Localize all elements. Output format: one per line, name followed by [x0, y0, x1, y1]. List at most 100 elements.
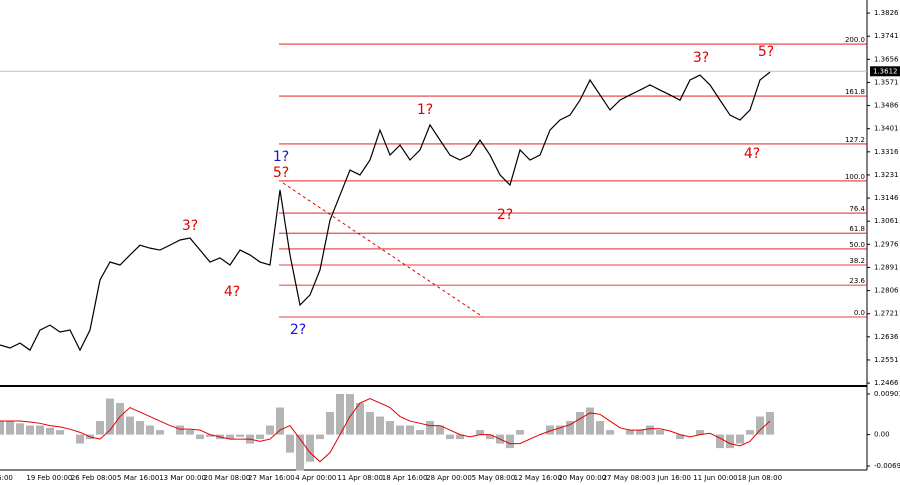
y-tick-label: 1.3146 — [874, 194, 899, 202]
histogram-bar — [316, 434, 324, 440]
x-tick-label: 4 Apr 00:00 — [295, 474, 336, 482]
y-tick-label: 1.2891 — [874, 263, 899, 271]
histogram-bar — [426, 421, 434, 435]
histogram-bar — [456, 434, 464, 440]
histogram-bar — [566, 421, 574, 435]
histogram-bar — [446, 434, 454, 440]
x-tick-label: 20 Mar 08:00 — [204, 474, 251, 482]
histogram-bar — [626, 430, 634, 435]
y-tick-label: 1.2551 — [874, 356, 899, 364]
histogram-bar — [396, 425, 404, 435]
histogram-bar — [766, 412, 774, 435]
histogram-bar — [326, 412, 334, 435]
histogram-bar — [646, 425, 654, 435]
y-tick-label: 1.3486 — [874, 102, 899, 110]
histogram-bar — [506, 434, 514, 449]
histogram-bar — [376, 416, 384, 435]
fib-label: 23.6 — [849, 277, 865, 285]
wave-label: 1? — [417, 102, 433, 118]
fib-label: 161.8 — [845, 88, 865, 96]
trend-line — [282, 182, 484, 318]
histogram-bar — [256, 434, 264, 440]
x-tick-label: 26 Feb 08:00 — [71, 474, 117, 482]
histogram-bar — [36, 425, 44, 435]
histogram-bar — [136, 421, 144, 435]
histogram-bar — [746, 430, 754, 435]
histogram-bar — [556, 425, 564, 435]
fib-label: 76.4 — [849, 205, 865, 213]
histogram-bar — [606, 430, 614, 435]
histogram-bar — [6, 421, 14, 435]
histogram-bar — [346, 393, 354, 435]
y-tick-label: 1.3741 — [874, 32, 899, 40]
histogram-bar — [276, 407, 284, 435]
wave-label: 4? — [744, 146, 760, 162]
x-tick-label: 20 May 00:00 — [558, 474, 606, 482]
histogram-bar — [336, 393, 344, 435]
x-tick-label: 27 May 08:00 — [603, 474, 651, 482]
histogram-bar — [726, 434, 734, 449]
wave-label: 2? — [290, 322, 306, 338]
x-tick-label: 11 Jun 00:00 — [693, 474, 737, 482]
wave-label: 2? — [497, 207, 513, 223]
y-tick-label: 1.3656 — [874, 55, 899, 63]
wave-label: 3? — [182, 218, 198, 234]
histogram-bar — [716, 434, 724, 449]
fib-label: 127.2 — [845, 136, 865, 144]
wave-label: 3? — [693, 50, 709, 66]
fib-label: 61.8 — [849, 225, 865, 233]
fib-label: 50.0 — [849, 241, 865, 249]
histogram-bar — [0, 421, 4, 435]
x-tick-label: 12 May 16:00 — [514, 474, 562, 482]
histogram-bar — [546, 425, 554, 435]
y-tick-label: 1.2976 — [874, 240, 899, 248]
histogram-bar — [96, 421, 104, 435]
x-tick-label: 5 May 08:00 — [472, 474, 516, 482]
histogram-bar — [576, 412, 584, 435]
last-price-label: 1.3612 — [873, 67, 898, 75]
histogram-bar — [106, 398, 114, 435]
histogram-bar — [416, 430, 424, 435]
y-tick-label: 1.3231 — [874, 171, 899, 179]
histogram-bar — [76, 434, 84, 444]
fib-label: 38.2 — [849, 257, 865, 265]
histogram-bar — [206, 434, 214, 437]
histogram-bar — [636, 430, 644, 435]
x-tick-label: 18 Apr 16:00 — [382, 474, 428, 482]
histogram-bar — [586, 407, 594, 435]
x-tick-label: 13 Mar 00:00 — [159, 474, 206, 482]
histogram-bar — [26, 425, 34, 435]
histogram-bar — [146, 425, 154, 435]
price-line — [0, 71, 771, 352]
y-tick-label: 1.3571 — [874, 78, 899, 86]
histogram-bar — [406, 425, 414, 435]
histogram-bar — [306, 434, 314, 462]
fib-label: 0.0 — [854, 309, 865, 317]
histogram-bar — [696, 430, 704, 435]
histogram-bar — [756, 416, 764, 435]
wave-label: 5? — [273, 165, 289, 181]
histogram-bar — [596, 421, 604, 435]
fib-label: 100.0 — [845, 173, 865, 181]
y-tick-label: 0.00 — [874, 431, 890, 439]
y-tick-label: 1.2806 — [874, 287, 899, 295]
histogram-bar — [16, 423, 24, 435]
histogram-bar — [386, 421, 394, 435]
x-tick-label: 5 Mar 16:00 — [117, 474, 159, 482]
histogram-bar — [266, 425, 274, 435]
signal-line — [0, 397, 771, 463]
histogram-bar — [486, 434, 494, 440]
wave-label: 4? — [224, 284, 240, 300]
histogram-bar — [516, 430, 524, 435]
x-tick-label: 18 Jun 08:00 — [738, 474, 782, 482]
histogram-bar — [236, 434, 244, 437]
histogram-bar — [736, 434, 744, 444]
y-tick-label: 1.3316 — [874, 148, 899, 156]
y-tick-label: 1.3401 — [874, 125, 899, 133]
histogram-bar — [116, 403, 124, 435]
histogram-bar — [296, 434, 304, 471]
x-tick-label: 11 Apr 08:00 — [337, 474, 383, 482]
